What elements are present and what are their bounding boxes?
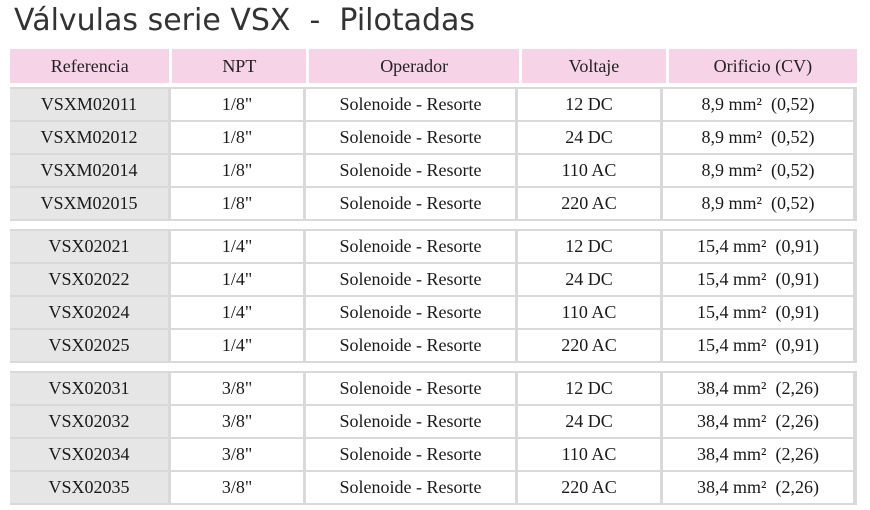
cell-voltaje: 24 DC [518, 264, 660, 295]
cell-voltaje: 12 DC [518, 373, 660, 404]
cell-npt: 3/8" [171, 472, 303, 503]
cell-npt: 1/8" [171, 188, 303, 219]
cell-voltaje: 24 DC [518, 122, 660, 153]
cell-operador: Solenoide - Resorte [306, 330, 515, 361]
cell-orificio: 38,4 mm² (2,26) [663, 472, 853, 503]
cell-orificio: 8,9 mm² (0,52) [663, 155, 853, 186]
cell-operador: Solenoide - Resorte [306, 264, 515, 295]
cell-orificio: 15,4 mm² (0,91) [663, 264, 853, 295]
cell-orificio: 38,4 mm² (2,26) [663, 373, 853, 404]
cell-npt: 1/8" [171, 155, 303, 186]
cell-npt: 3/8" [171, 373, 303, 404]
cell-npt: 1/8" [171, 89, 303, 120]
cell-npt: 1/4" [171, 297, 303, 328]
cell-voltaje: 220 AC [518, 472, 660, 503]
header-referencia: Referencia [10, 49, 173, 83]
cell-orificio: 38,4 mm² (2,26) [663, 406, 853, 437]
table-row: VSX02025 1/4" Solenoide - Resorte 220 AC 15,… [10, 330, 857, 361]
cell-voltaje: 110 AC [518, 439, 660, 470]
cell-operador: Solenoide - Resorte [306, 373, 515, 404]
cell-npt: 1/4" [171, 264, 303, 295]
table-row: VSX02035 3/8" Solenoide - Resorte 220 AC 38,… [10, 472, 857, 503]
cell-npt: 1/8" [171, 122, 303, 153]
table-row: VSXM02015 1/8" Solenoide - Resorte 220 AC 8,… [10, 188, 857, 219]
header-orificio: Orificio (CV) [713, 55, 813, 76]
cell-referencia: VSX02022 [10, 264, 168, 295]
cell-operador: Solenoide - Resorte [306, 89, 515, 120]
cell-orificio: 8,9 mm² (0,52) [663, 188, 853, 219]
cell-operador: Solenoide - Resorte [306, 439, 515, 470]
cell-referencia: VSX02031 [10, 373, 168, 404]
table-row: VSXM02011 1/8" Solenoide - Resorte 12 DC 8,9… [10, 89, 857, 120]
cell-orificio: 15,4 mm² (0,91) [663, 231, 853, 262]
cell-npt: 1/4" [171, 330, 303, 361]
header-voltaje: Voltaje [522, 49, 669, 83]
cell-referencia: VSXM02015 [10, 188, 168, 219]
table-row: VSXM02012 1/8" Solenoide - Resorte 24 DC 8,9… [10, 122, 857, 153]
cell-voltaje: 12 DC [518, 89, 660, 120]
cell-voltaje: 110 AC [518, 155, 660, 186]
row-group: VSX02031 3/8" Solenoide - Resorte 12 DC 38,4… [10, 371, 857, 505]
cell-orificio: 15,4 mm² (0,91) [663, 330, 853, 361]
cell-referencia: VSXM02012 [10, 122, 168, 153]
row-group: VSXM02011 1/8" Solenoide - Resorte 12 DC 8,9… [10, 87, 857, 221]
cell-referencia: VSX02034 [10, 439, 168, 470]
cell-referencia: VSX02024 [10, 297, 168, 328]
cell-operador: Solenoide - Resorte [306, 155, 515, 186]
cell-voltaje: 110 AC [518, 297, 660, 328]
table-row: VSX02022 1/4" Solenoide - Resorte 24 DC 15,4… [10, 264, 857, 295]
cell-operador: Solenoide - Resorte [306, 297, 515, 328]
cell-operador: Solenoide - Resorte [306, 406, 515, 437]
group-separator [10, 221, 857, 229]
table-row: VSX02031 3/8" Solenoide - Resorte 12 DC 38,4… [10, 373, 857, 404]
table-row: VSXM02014 1/8" Solenoide - Resorte 110 AC 8,… [10, 155, 857, 186]
cell-voltaje: 12 DC [518, 231, 660, 262]
table-row: VSX02024 1/4" Solenoide - Resorte 110 AC 15,… [10, 297, 857, 328]
cell-voltaje: 220 AC [518, 330, 660, 361]
cell-operador: Solenoide - Resorte [306, 188, 515, 219]
cell-referencia: VSXM02011 [10, 89, 168, 120]
cell-operador: Solenoide - Resorte [306, 122, 515, 153]
cell-orificio: 8,9 mm² (0,52) [663, 122, 853, 153]
cell-voltaje: 24 DC [518, 406, 660, 437]
table-body: VSXM02011 1/8" Solenoide - Resorte 12 DC 8,9… [10, 87, 857, 505]
table-row: VSX02032 3/8" Solenoide - Resorte 24 DC 38,4… [10, 406, 857, 437]
cell-npt: 3/8" [171, 406, 303, 437]
cell-referencia: VSXM02014 [10, 155, 168, 186]
valves-table: Referencia NPT Operador Voltaje Orificio… [10, 49, 857, 505]
cell-orificio: 8,9 mm² (0,52) [663, 89, 853, 120]
cell-operador: Solenoide - Resorte [306, 231, 515, 262]
table-row: VSX02034 3/8" Solenoide - Resorte 110 AC 38,… [10, 439, 857, 470]
group-separator [10, 363, 857, 371]
header-operador: Operador [309, 49, 523, 83]
table-row: VSX02021 1/4" Solenoide - Resorte 12 DC 15,4… [10, 231, 857, 262]
cell-referencia: VSX02021 [10, 231, 168, 262]
cell-orificio: 15,4 mm² (0,91) [663, 297, 853, 328]
cell-referencia: VSX02032 [10, 406, 168, 437]
header-npt: NPT [172, 49, 310, 83]
cell-voltaje: 220 AC [518, 188, 660, 219]
cell-referencia: VSX02035 [10, 472, 168, 503]
row-group: VSX02021 1/4" Solenoide - Resorte 12 DC 15,4… [10, 229, 857, 363]
cell-operador: Solenoide - Resorte [306, 472, 515, 503]
cell-npt: 1/4" [171, 231, 303, 262]
cell-npt: 3/8" [171, 439, 303, 470]
table-header: Referencia NPT Operador Voltaje Orificio… [10, 49, 857, 83]
cell-referencia: VSX02025 [10, 330, 168, 361]
page-title: Válvulas serie VSX - Pilotadas [14, 3, 476, 38]
cell-orificio: 38,4 mm² (2,26) [663, 439, 853, 470]
